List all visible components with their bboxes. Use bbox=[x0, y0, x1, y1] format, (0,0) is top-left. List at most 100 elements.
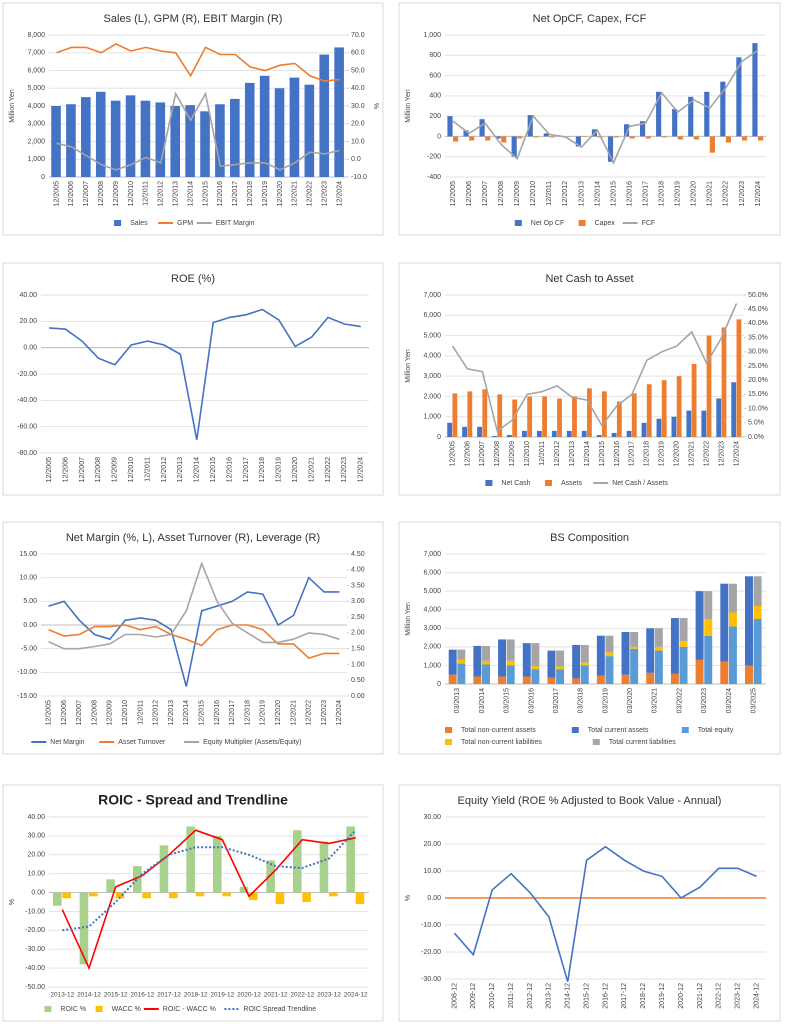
bar bbox=[479, 119, 485, 137]
bar bbox=[736, 57, 742, 137]
bar bbox=[51, 106, 61, 177]
bar bbox=[133, 866, 142, 893]
y-tick-label: 1,000 bbox=[423, 662, 441, 669]
y-tick-label: 5,000 bbox=[423, 588, 441, 595]
x-tick-label: 12/2018 bbox=[644, 441, 651, 466]
panel bbox=[398, 262, 781, 496]
bar bbox=[453, 136, 459, 142]
bar bbox=[741, 136, 748, 141]
y-tick-label: 3,000 bbox=[27, 121, 45, 128]
y2-tick-label: 2.50 bbox=[351, 614, 365, 621]
bar bbox=[274, 88, 285, 177]
line bbox=[49, 308, 361, 440]
legend-swatch bbox=[514, 220, 522, 226]
bar bbox=[745, 576, 753, 666]
x-tick-label: 12/2013 bbox=[578, 181, 585, 206]
y-tick-label: 10.00 bbox=[423, 868, 441, 875]
bar bbox=[230, 98, 240, 177]
x-tick-label: 03/2020 bbox=[627, 688, 634, 713]
y-tick-label: -30.00 bbox=[25, 946, 45, 953]
y2-tick-label: 10.0% bbox=[748, 405, 768, 412]
x-tick-label: 2023-12 bbox=[317, 992, 341, 999]
bar bbox=[672, 109, 678, 137]
bar bbox=[89, 892, 98, 897]
x-tick-label: 12/2014 bbox=[594, 181, 601, 206]
x-tick-label: 12/2012 bbox=[161, 457, 168, 482]
x-tick-label: 2020-12 bbox=[237, 992, 261, 999]
x-tick-label: 12/2021 bbox=[290, 700, 297, 725]
y-tick-label: 5,000 bbox=[423, 332, 441, 339]
bar bbox=[304, 84, 315, 177]
x-tick-label: 2014-12 bbox=[565, 983, 572, 1009]
x-tick-label: 12/2011 bbox=[539, 441, 546, 466]
bar bbox=[185, 105, 195, 177]
panel bbox=[398, 2, 781, 236]
x-tick-label: 12/2013 bbox=[168, 700, 175, 725]
bar bbox=[551, 430, 557, 437]
y2-tick-label: 0.0% bbox=[748, 434, 764, 441]
x-tick-label: 12/2009 bbox=[509, 441, 516, 466]
x-tick-label: 2017-12 bbox=[157, 992, 181, 999]
y2-tick-label: 30.0% bbox=[748, 349, 768, 356]
x-tick-label: 03/2021 bbox=[652, 688, 659, 713]
bar bbox=[572, 645, 581, 679]
legend-swatch bbox=[445, 739, 452, 745]
x-tick-label: 12/2011 bbox=[143, 181, 150, 206]
x-tick-label: 12/2023 bbox=[718, 441, 725, 466]
x-tick-label: 2014-12 bbox=[77, 992, 101, 999]
bar bbox=[654, 650, 663, 684]
bar bbox=[716, 398, 722, 437]
bar bbox=[319, 841, 329, 893]
bar bbox=[346, 826, 355, 893]
bar bbox=[531, 666, 540, 670]
x-tick-label: 12/2005 bbox=[450, 181, 457, 206]
y2-tick-label: 10.0 bbox=[351, 138, 365, 145]
y2-tick-label: 1.00 bbox=[351, 661, 365, 668]
x-tick-label: 12/2018 bbox=[659, 181, 666, 206]
x-tick-label: 2024-12 bbox=[344, 992, 368, 999]
x-tick-label: 12/2024 bbox=[336, 181, 343, 206]
bar bbox=[556, 650, 565, 667]
bar bbox=[497, 394, 503, 437]
bar bbox=[457, 649, 466, 660]
bar bbox=[492, 435, 497, 437]
bar bbox=[469, 136, 475, 141]
chart-title: Net Margin (%, L), Asset Turnover (R), L… bbox=[66, 532, 320, 544]
legend-label: Total current liabilities bbox=[609, 739, 676, 746]
bar bbox=[244, 82, 255, 177]
x-tick-label: 03/2024 bbox=[726, 688, 733, 713]
x-tick-label: 12/2009 bbox=[107, 700, 114, 725]
x-tick-label: 12/2017 bbox=[232, 181, 239, 206]
x-tick-label: 12/2015 bbox=[210, 457, 217, 482]
x-tick-label: 12/2020 bbox=[691, 181, 698, 206]
bar bbox=[656, 91, 662, 137]
x-tick-label: 2022-12 bbox=[716, 983, 723, 1009]
y-tick-label: 30.00 bbox=[423, 814, 441, 821]
x-tick-label: 12/2021 bbox=[707, 181, 714, 206]
bar bbox=[482, 389, 488, 437]
x-tick-label: 03/2018 bbox=[578, 688, 585, 713]
line bbox=[56, 42, 340, 82]
bar bbox=[581, 136, 587, 137]
bar bbox=[679, 618, 688, 642]
legend-label: Capex bbox=[595, 220, 616, 227]
bar bbox=[293, 830, 302, 893]
legend-swatch bbox=[44, 1006, 52, 1012]
bar bbox=[186, 826, 195, 893]
bar bbox=[613, 136, 619, 138]
bar bbox=[457, 663, 466, 684]
y-tick-label: 15.00 bbox=[19, 551, 37, 558]
x-tick-label: 03/2013 bbox=[454, 688, 461, 713]
bar bbox=[596, 675, 605, 684]
bar bbox=[543, 133, 549, 137]
bar bbox=[319, 54, 330, 177]
legend-label: Total non-current assets bbox=[461, 727, 536, 734]
bar bbox=[498, 676, 507, 684]
line bbox=[48, 561, 340, 650]
line bbox=[452, 49, 759, 165]
y-tick-label: -40.00 bbox=[25, 965, 45, 972]
bar bbox=[275, 892, 285, 904]
legend-swatch bbox=[95, 1006, 103, 1012]
x-tick-label: 12/2023 bbox=[739, 181, 746, 206]
bar bbox=[170, 106, 181, 177]
